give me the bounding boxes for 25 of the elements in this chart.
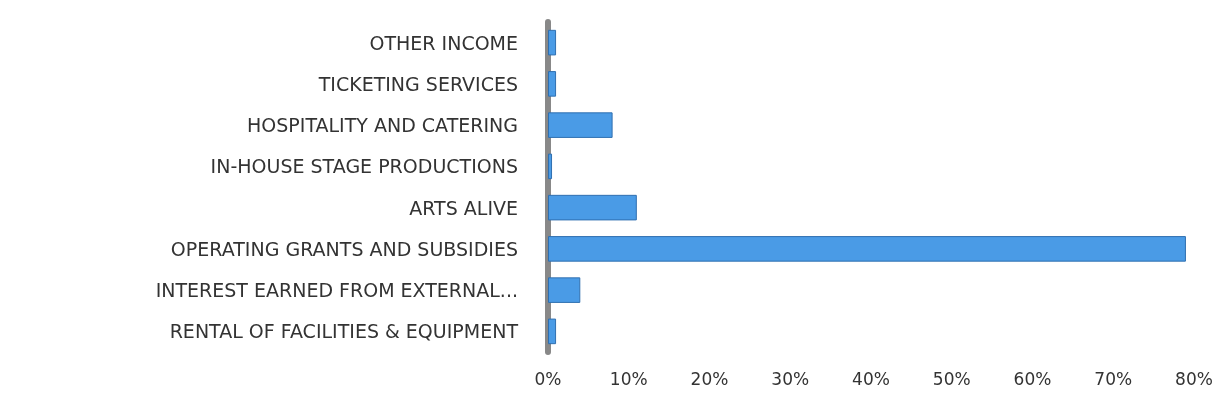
y-tick-label: HOSPITALITY AND CATERING (247, 114, 518, 137)
y-tick-label: IN-HOUSE STAGE PRODUCTIONS (210, 155, 518, 178)
y-tick-label: OTHER INCOME (369, 31, 518, 54)
x-tick-label: 80% (1175, 368, 1213, 389)
bar (548, 236, 1186, 262)
y-tick-label: TICKETING SERVICES (317, 72, 518, 95)
bar (548, 112, 613, 138)
x-tick-label: 50% (932, 368, 971, 389)
x-tick-label: 10% (609, 368, 648, 389)
bar (548, 194, 637, 221)
x-tick-label: 70% (1094, 368, 1133, 389)
bar (548, 71, 557, 97)
x-tick-label: 30% (771, 368, 810, 389)
y-tick-label: ARTS ALIVE (409, 196, 518, 219)
bar (548, 153, 553, 180)
y-tick-label: RENTAL OF FACILITIES & EQUIPMENT (169, 320, 519, 343)
x-tick-label: 60% (1013, 368, 1052, 389)
x-tick-label: 20% (690, 368, 729, 389)
bar (548, 318, 557, 345)
bar (548, 277, 581, 303)
bar (548, 29, 557, 56)
x-tick-label: 0% (534, 368, 562, 389)
y-tick-label: INTEREST EARNED FROM EXTERNAL... (155, 279, 518, 302)
x-tick-label: 40% (852, 368, 890, 389)
y-tick-label: OPERATING GRANTS AND SUBSIDIES (170, 237, 518, 260)
